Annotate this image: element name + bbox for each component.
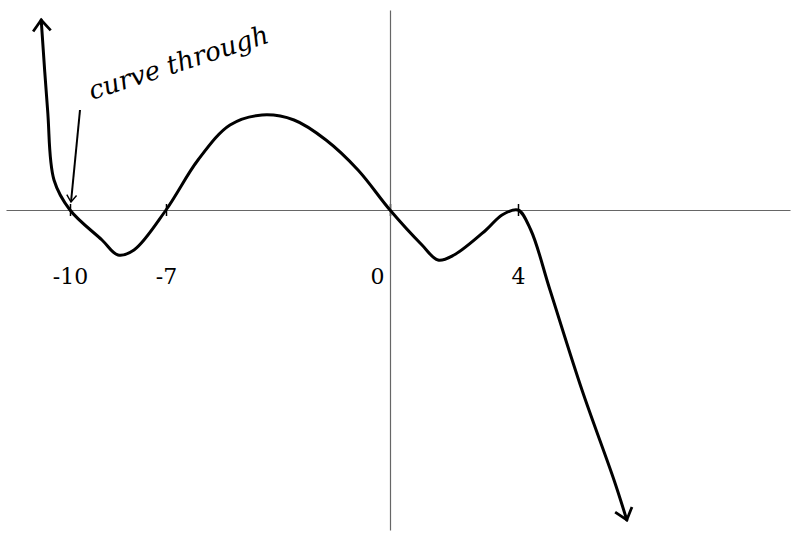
plot-area [41,20,627,520]
y-axis-line [390,11,391,531]
x-tick: -10 [53,204,88,289]
x-tick: -7 [156,204,177,289]
x-tick-label: -7 [156,264,177,289]
x-axis: -10 -7 0 4 [7,204,791,289]
curve [41,20,627,520]
annotation-arrow [71,110,80,202]
x-tick-label: -10 [53,264,88,289]
x-tick: 0 [371,204,391,289]
x-tick-label: 0 [371,264,385,289]
x-tick-label: 4 [512,264,526,289]
chart: -10 -7 0 4 curve through [0,0,796,544]
y-axis [390,11,391,531]
x-axis-line [7,210,791,211]
annotation: curve through [85,19,273,105]
